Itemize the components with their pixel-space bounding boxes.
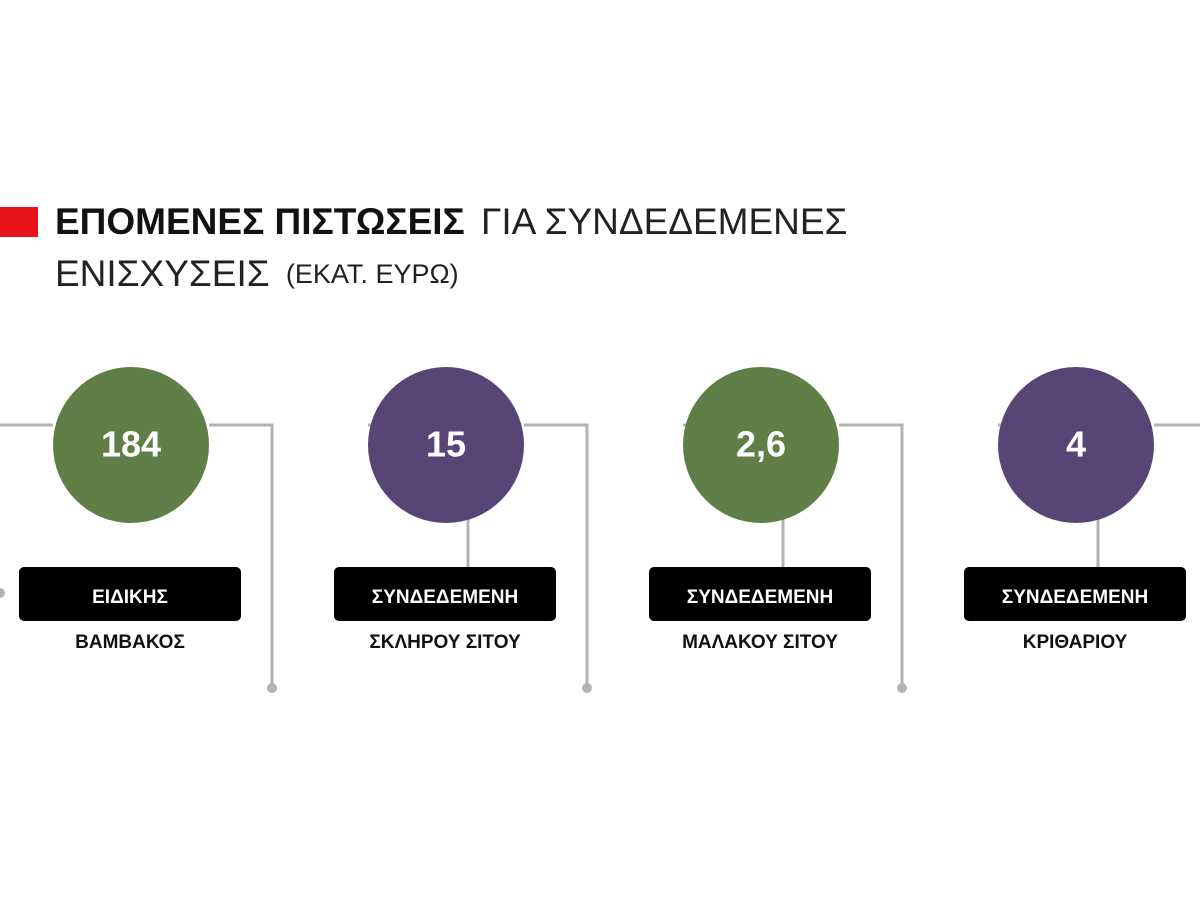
title-line2-text: ΕΝΙΣΧΥΣΕΙΣ: [55, 253, 270, 294]
value-circle: [683, 367, 839, 523]
label: ΣΥΝΔΕΔΕΜΕΝΗ: [372, 587, 518, 608]
connector-dot: [582, 683, 592, 693]
title-regular: ΓΙΑ ΣΥΝΔΕΔΕΜΕΝΕΣ: [481, 201, 847, 242]
connector: [839, 423, 904, 688]
connector: [524, 423, 589, 688]
label: ΕΙΔΙΚΗΣ: [92, 587, 168, 608]
value-circle: [998, 367, 1154, 523]
title-bold: ΕΠΟΜΕΝΕΣ ΠΙΣΤΩΣΕΙΣ: [55, 201, 465, 242]
label-box: [964, 567, 1186, 621]
connector-dot: [0, 588, 5, 598]
connector: [1154, 423, 1200, 427]
value: 4: [1066, 424, 1086, 465]
value-circle: [368, 367, 524, 523]
connector: [209, 423, 274, 688]
unit: (ΕΚΑΤ. ΕΥΡΩ): [286, 259, 459, 289]
connector-dot: [267, 683, 277, 693]
title-line2: ΕΝΙΣΧΥΣΕΙΣ (ΕΚΑΤ. ΕΥΡΩ): [55, 253, 459, 294]
value: 15: [426, 424, 466, 465]
sublabel: ΣΚΛΗΡΟΥ ΣΙΤΟΥ: [369, 632, 521, 653]
sublabel: ΜΑΛΑΚΟΥ ΣΙΤΟΥ: [682, 632, 838, 653]
title: ΕΠΟΜΕΝΕΣ ΠΙΣΤΩΣΕΙΣ ΓΙΑ ΣΥΝΔΕΔΕΜΕΝΕΣ: [55, 201, 847, 242]
value-circle: [53, 367, 209, 523]
label-box: [334, 567, 556, 621]
sublabel: ΒΑΜΒΑΚΟΣ: [75, 632, 185, 653]
label-box: [649, 567, 871, 621]
value: 2,6: [736, 424, 786, 465]
label: ΣΥΝΔΕΔΕΜΕΝΗ: [687, 587, 833, 608]
sublabel: ΚΡΙΘΑΡΙΟΥ: [1023, 632, 1128, 653]
label-box: [19, 567, 241, 621]
connector-dot: [897, 683, 907, 693]
label: ΣΥΝΔΕΔΕΜΕΝΗ: [1002, 587, 1148, 608]
title-marker: [0, 207, 38, 237]
value: 184: [101, 424, 161, 465]
